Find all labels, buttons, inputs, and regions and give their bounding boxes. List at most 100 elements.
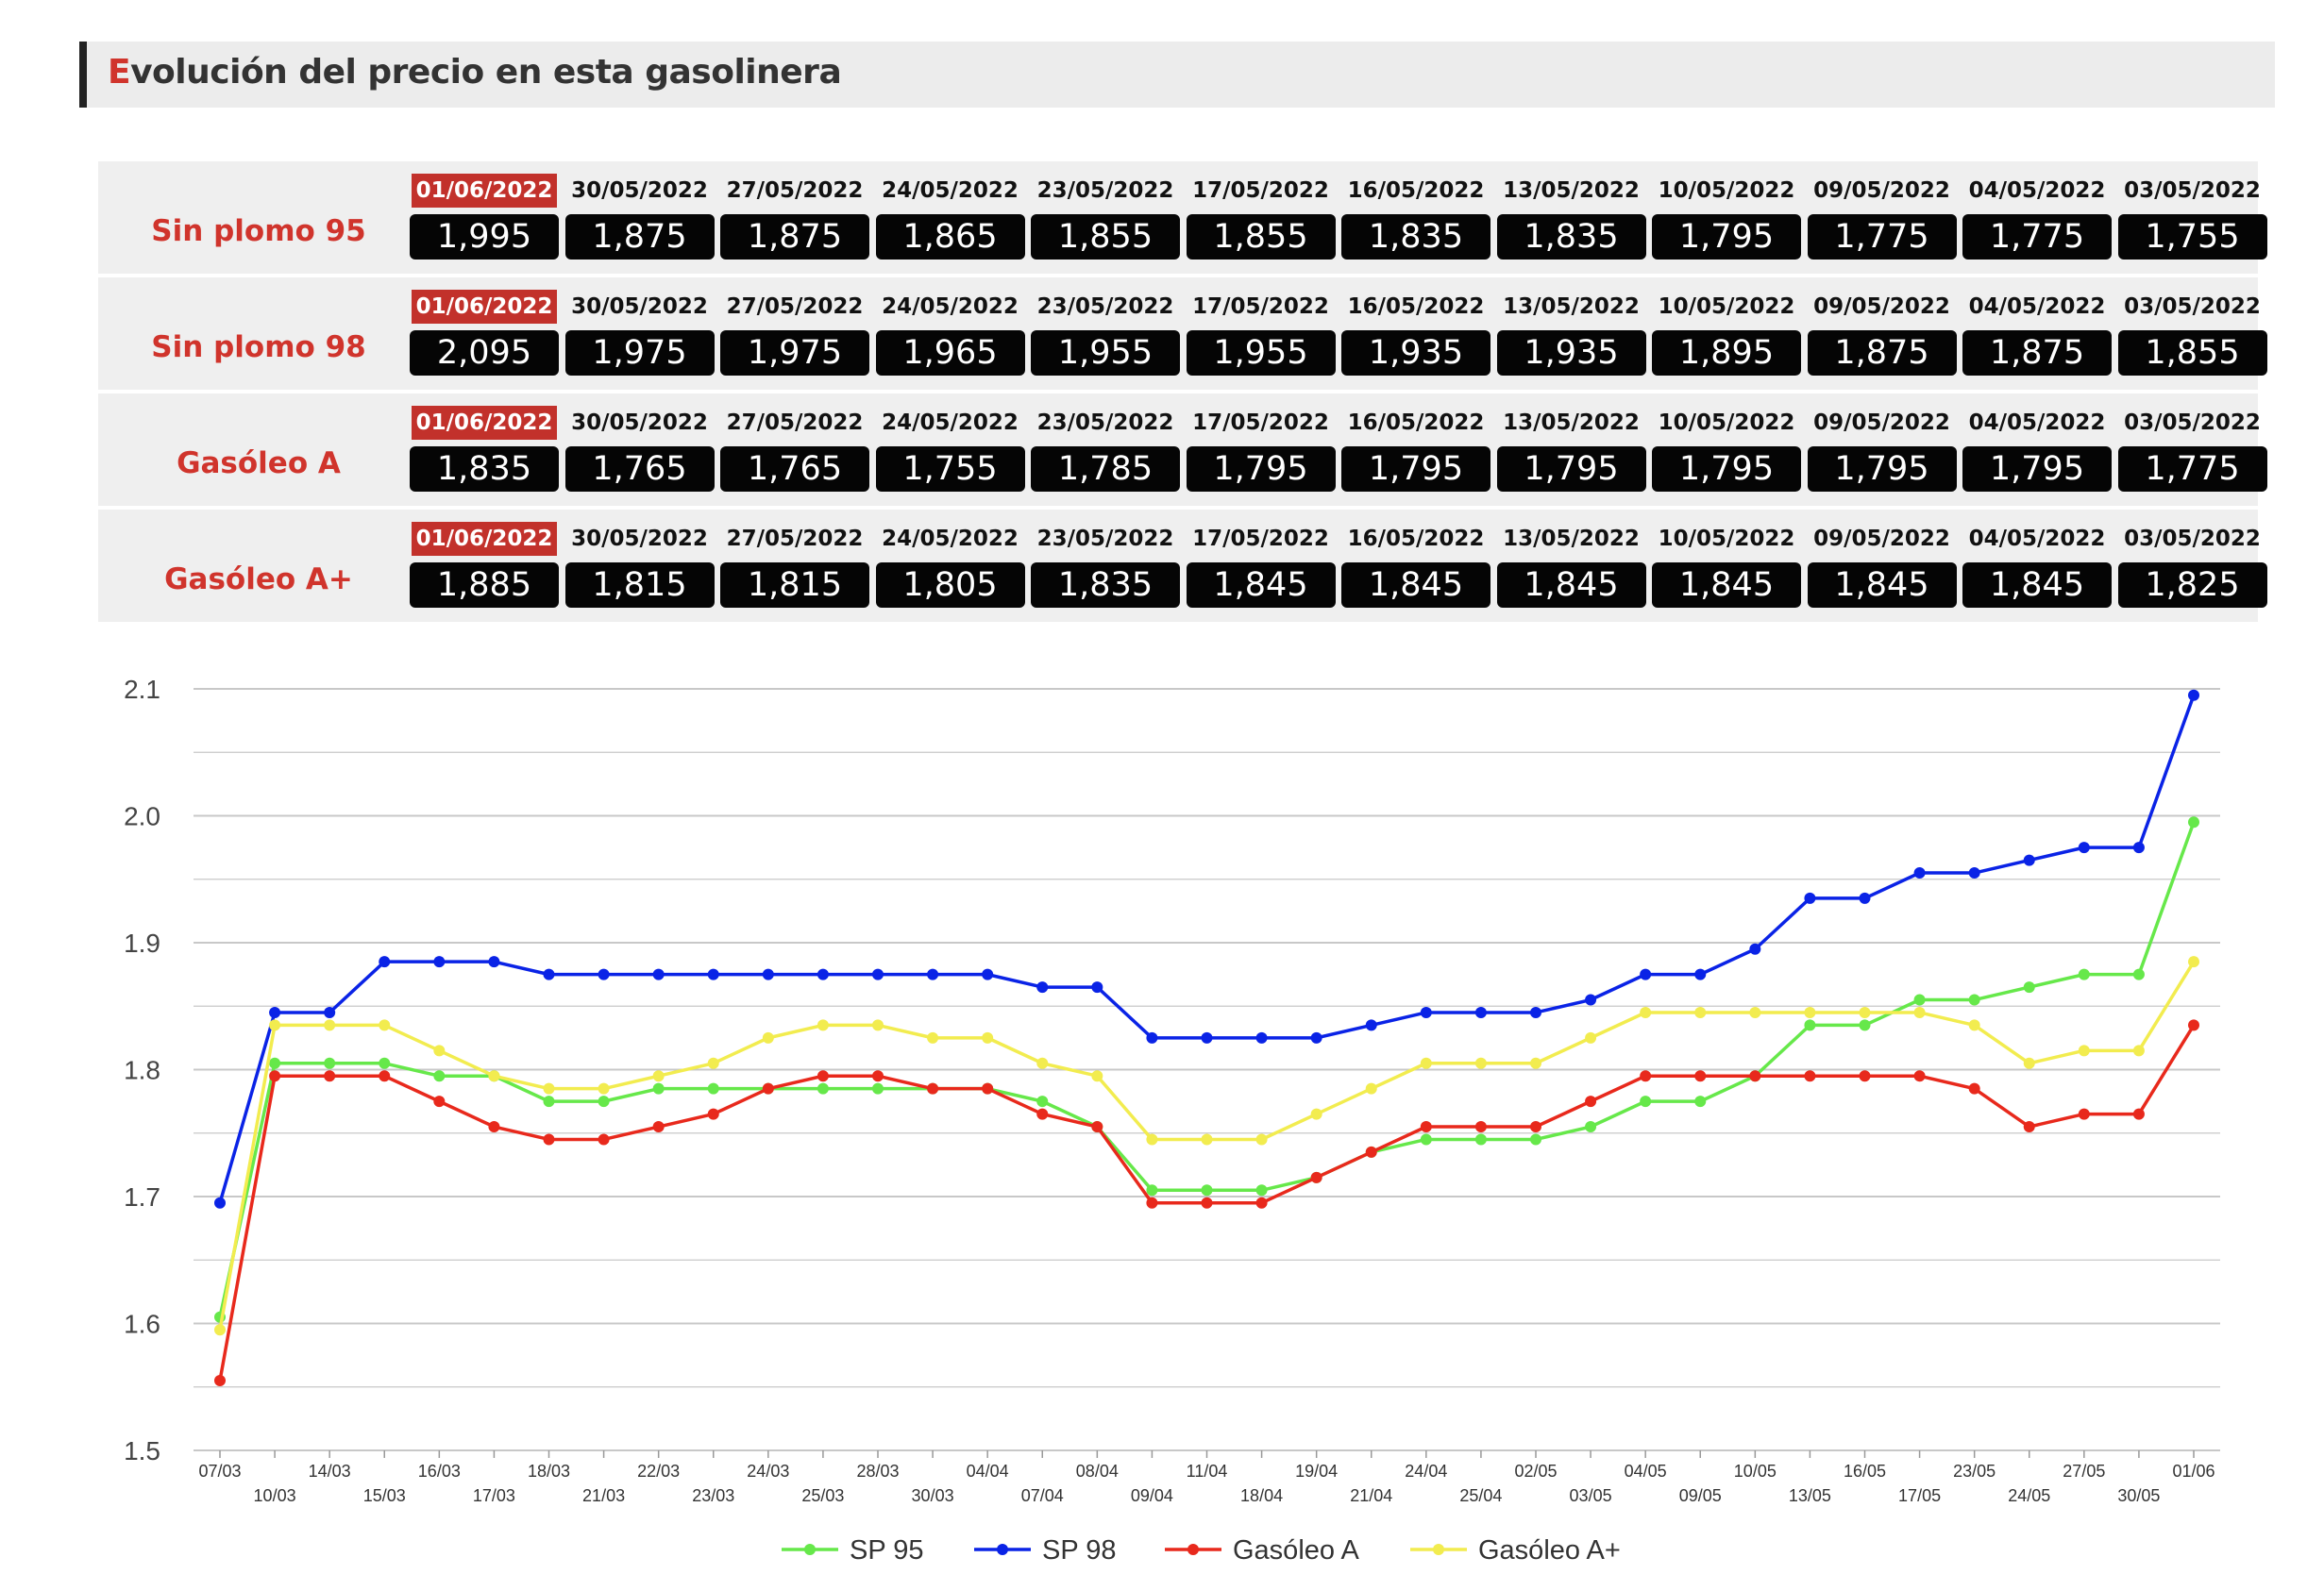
data-point [872,968,884,980]
data-point [1968,994,1980,1006]
data-point [598,1082,610,1095]
date-label: 13/05/2022 [1503,178,1640,203]
price-cell: 13/05/2022 1,835 [1496,174,1646,268]
data-point [433,1070,446,1082]
date-label: 27/05/2022 [726,527,864,551]
date-label: 04/05/2022 [1968,178,2106,203]
price-value: 1,955 [1186,330,1336,376]
price-value: 1,795 [1341,446,1490,492]
data-point [1640,1006,1652,1018]
date-label: 17/05/2022 [1192,178,1329,203]
data-point [1749,943,1761,955]
date-label: 16/05/2022 [1347,527,1485,551]
price-value: 1,845 [1186,562,1336,608]
data-point [1310,1031,1322,1044]
date-label: 04/05/2022 [1968,294,2106,319]
legend-label: Gasóleo A+ [1478,1535,1621,1566]
price-value: 1,795 [1496,446,1646,492]
x-tick-label: 09/05 [1679,1486,1722,1505]
date-label: 24/05/2022 [882,410,1019,435]
price-value: 1,845 [1807,562,1957,608]
x-tick-label: 28/03 [856,1462,899,1481]
data-point [2188,1019,2199,1031]
price-value: 1,775 [1807,214,1957,260]
data-point [433,1096,446,1108]
price-cell: 23/05/2022 1,785 [1031,406,1180,500]
data-point [1968,1082,1980,1095]
x-tick-label: 16/05 [1844,1462,1886,1481]
x-tick-label: 21/03 [582,1486,625,1505]
price-value: 1,785 [1031,446,1180,492]
legend-swatch-dot [1187,1544,1199,1555]
data-point [1913,1006,1926,1018]
price-cell: 09/05/2022 1,875 [1807,290,1957,384]
data-point [762,968,774,980]
y-tick-label: 2.1 [124,675,160,704]
price-cell: 24/05/2022 1,865 [875,174,1025,268]
x-tick-label: 03/05 [1570,1486,1612,1505]
price-value: 1,755 [2117,214,2267,260]
data-point [1310,1108,1322,1120]
price-value: 1,855 [2117,330,2267,376]
data-point [1255,1133,1268,1146]
date-label: 10/05/2022 [1658,294,1795,319]
price-cell: 03/05/2022 1,775 [2117,406,2267,500]
data-point [1585,1121,1597,1133]
price-value: 1,825 [2117,562,2267,608]
data-point [379,1070,391,1082]
data-point [1091,981,1103,994]
data-point [1036,1057,1049,1069]
data-point [1804,892,1816,904]
price-cell: 16/05/2022 1,845 [1341,522,1490,616]
data-point [1640,1070,1652,1082]
data-point [707,1108,719,1120]
price-cell: 01/06/2022 1,995 [410,174,559,268]
y-tick-label: 1.7 [124,1182,160,1212]
data-point [1255,1184,1268,1197]
data-point [1255,1197,1268,1209]
data-point [1913,994,1926,1006]
price-cell: 23/05/2022 1,955 [1031,290,1180,384]
price-value: 2,095 [410,330,559,376]
price-cell: 27/05/2022 1,765 [720,406,869,500]
price-cell: 10/05/2022 1,895 [1652,290,1801,384]
price-cell: 09/05/2022 1,795 [1807,406,1957,500]
data-point [2078,968,2090,980]
data-point [1474,1133,1487,1146]
section-title-initial: E [108,53,131,92]
x-tick-label: 11/04 [1187,1462,1228,1481]
price-value: 1,855 [1186,214,1336,260]
data-point [1585,994,1597,1006]
legend-label: Gasóleo A [1233,1535,1359,1566]
data-point [1420,1133,1432,1146]
data-point [1913,1070,1926,1082]
data-point [1859,892,1871,904]
price-cell: 04/05/2022 1,875 [1962,290,2112,384]
data-point [1749,1006,1761,1018]
fuel-row: Sin plomo 98 01/06/2022 2,095 30/05/2022 1,9… [98,277,2267,390]
price-cell: 24/05/2022 1,965 [875,290,1025,384]
data-point [1201,1031,1213,1044]
data-point [1694,1096,1707,1108]
price-cell: 03/05/2022 1,855 [2117,290,2267,384]
date-label: 17/05/2022 [1192,527,1329,551]
legend-label: SP 98 [1042,1535,1116,1566]
data-point [872,1082,884,1095]
date-label: 30/05/2022 [571,178,708,203]
date-label: 03/05/2022 [2124,527,2261,551]
data-point [1474,1057,1487,1069]
date-label: 17/05/2022 [1192,410,1329,435]
date-label: 13/05/2022 [1503,410,1640,435]
data-point [652,1082,665,1095]
price-cell: 16/05/2022 1,935 [1341,290,1490,384]
x-tick-label: 23/05 [1953,1462,1996,1481]
section-title: Evolución del precio en esta gasolinera [108,53,842,92]
price-cell: 04/05/2022 1,775 [1962,174,2112,268]
data-point [1420,1006,1432,1018]
x-tick-label: 15/03 [363,1486,406,1505]
price-value: 1,845 [1652,562,1801,608]
data-point [1091,1121,1103,1133]
legend-swatch-dot [997,1544,1008,1555]
date-label: 24/05/2022 [882,527,1019,551]
x-tick-label: 07/03 [198,1462,241,1481]
